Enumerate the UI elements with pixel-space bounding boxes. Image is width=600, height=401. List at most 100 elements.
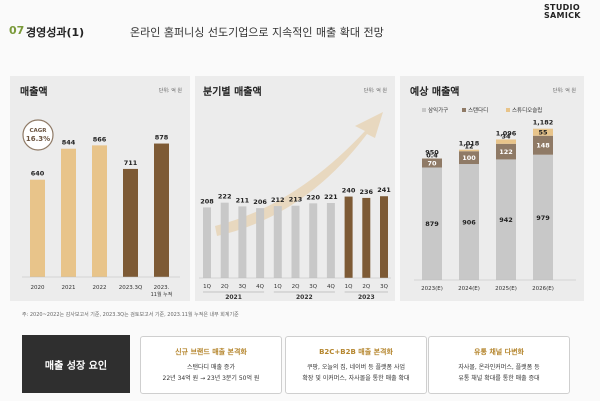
chart2-unit: 단위: 억 원: [363, 88, 387, 94]
segment-label: 906: [462, 219, 476, 227]
bar: [326, 203, 335, 278]
data-label: 220: [306, 193, 320, 201]
data-label: 212: [271, 196, 285, 204]
data-label: 213: [289, 196, 303, 204]
bar: [92, 145, 107, 277]
data-label: 878: [155, 134, 169, 142]
growth-arrow: [215, 112, 383, 236]
tick-label: 2024(E): [458, 286, 480, 292]
tick-label: 2023.: [154, 285, 170, 291]
tick-label: 3Q: [380, 284, 388, 290]
chart3-title: 예상 매출액: [410, 87, 460, 98]
data-label: 241: [377, 186, 391, 194]
tick-label: 4Q: [327, 284, 335, 290]
segment-label: 70: [427, 160, 437, 168]
bar: [30, 179, 45, 277]
group-label: 2023: [358, 294, 375, 301]
data-label: 711: [124, 159, 138, 167]
bar: [238, 206, 247, 278]
page-title: 경영성과(1): [26, 26, 85, 39]
tick-label: 2021: [62, 285, 76, 291]
bar: [256, 208, 265, 278]
tick-label: 3Q: [238, 284, 246, 290]
bar: [380, 196, 388, 278]
tick-label: 2Q: [221, 284, 229, 290]
data-label: 866: [93, 135, 107, 143]
data-label: 221: [324, 193, 338, 201]
segment-label: 34: [501, 132, 511, 140]
bar: [344, 196, 353, 278]
panel-annual-sales: 매출액 단위: 억 원 640 2020 844 2021 866 2022 711 2023…: [10, 76, 190, 301]
segment-label: 122: [499, 148, 513, 156]
bar-segment: [533, 135, 553, 155]
factor-card-line: 쿠팡, 오늘의 집, 네이버 등 플랫폼 사업: [306, 364, 406, 371]
data-label: 208: [200, 197, 214, 205]
bar-segment: [459, 151, 479, 165]
total-label: 1,018: [459, 140, 480, 148]
bar-segment: [459, 149, 479, 152]
logo-line2: SAMICK: [544, 11, 581, 20]
factor-card-line: 확장 및 이커머스, 자사몰을 통한 매출 확대: [302, 375, 410, 382]
segment-label: 942: [499, 216, 513, 224]
factor-card-b2c-b2b: B2C+B2B 매출 본격화 쿠팡, 오늘의 집, 네이버 등 플랫폼 사업 확…: [285, 336, 427, 394]
total-label: 1,096: [496, 129, 517, 137]
segment-label: 12: [464, 143, 473, 151]
legend-swatch: [462, 108, 466, 112]
group-label: 2022: [296, 294, 313, 301]
bar: [309, 203, 318, 278]
bar-segment: [533, 128, 553, 136]
tick-label: 2023(E): [421, 286, 443, 292]
footnote: 주: 2020~2022는 감사보고서 기준, 2023.3Q는 검토보고서 기…: [22, 312, 239, 318]
tick-label: 2020: [31, 285, 45, 291]
logo-line1: STUDIO: [544, 3, 580, 12]
data-label: 206: [253, 198, 267, 206]
legend-label: 스탠다디: [468, 106, 488, 114]
tick-label: 4Q: [256, 284, 264, 290]
segment-label: 55: [538, 129, 548, 137]
factor-card-new-brand: 신규 브랜드 매출 본격화 스탠다디 매출 증가 22년 34억 원 → 23년…: [140, 336, 282, 394]
bar-segment: [496, 139, 516, 144]
segment-label: 979: [536, 214, 550, 222]
tick-label: 2025(E): [495, 286, 517, 292]
bar-segment: [422, 158, 442, 168]
data-label: 240: [342, 187, 356, 195]
factor-card-line: 스탠다디 매출 증가: [187, 364, 235, 371]
data-label: 236: [360, 188, 374, 196]
chart-quarterly-sales: 208 1Q 222 2Q 211 3Q 206 4Q 212 1Q 213 2Q 220 3Q 221 4Q…: [199, 112, 391, 301]
legend-label: 삼익가구: [428, 106, 448, 114]
factor-card-line: 22년 34억 원 → 23년 3분기 50억 원: [162, 375, 260, 382]
tick-label: 3Q: [309, 284, 317, 290]
bar: [203, 207, 211, 278]
chart2-title: 분기별 매출액: [203, 87, 262, 98]
bar: [220, 202, 229, 278]
bar-segment: [533, 154, 553, 280]
cagr-value: 16.3%: [26, 135, 50, 143]
data-label: 222: [218, 193, 232, 201]
bar: [61, 148, 76, 277]
segment-label: 100: [462, 154, 476, 162]
data-label: 844: [62, 139, 76, 147]
tick-label: 2Q: [292, 284, 300, 290]
chart3-unit: 단위: 억 원: [552, 88, 576, 94]
tick-label: 2026(E): [532, 286, 554, 292]
tick-label: 1Q: [345, 284, 353, 290]
total-label: 1,182: [533, 119, 554, 127]
bar: [362, 197, 371, 278]
segment-label: 879: [425, 220, 439, 228]
data-label: 640: [31, 170, 45, 178]
tick-label: 1Q: [274, 284, 282, 290]
factor-card-title: 유통 채널 다변화: [474, 348, 524, 356]
factor-card-title: B2C+B2B 매출 본격화: [319, 348, 393, 356]
bar: [123, 168, 138, 277]
bar: [291, 205, 300, 278]
legend-label: 스튜디오슬립: [512, 106, 542, 114]
group-label: 2021: [225, 294, 242, 301]
chart1-title: 매출액: [20, 87, 48, 98]
bar-segment: [459, 164, 479, 280]
legend-swatch: [422, 108, 426, 112]
panel-forecast-sales: 예상 매출액 단위: 억 원 삼익가구 스탠다디 스튜디오슬립 879 70 0.4 950…: [400, 76, 584, 301]
chart-annual-sales: 6402020844202186620227112023.3Q8782023.1…: [22, 119, 180, 298]
page-subtitle: 온라인 홈퍼니싱 선도기업으로 지속적인 매출 확대 전망: [130, 26, 384, 39]
